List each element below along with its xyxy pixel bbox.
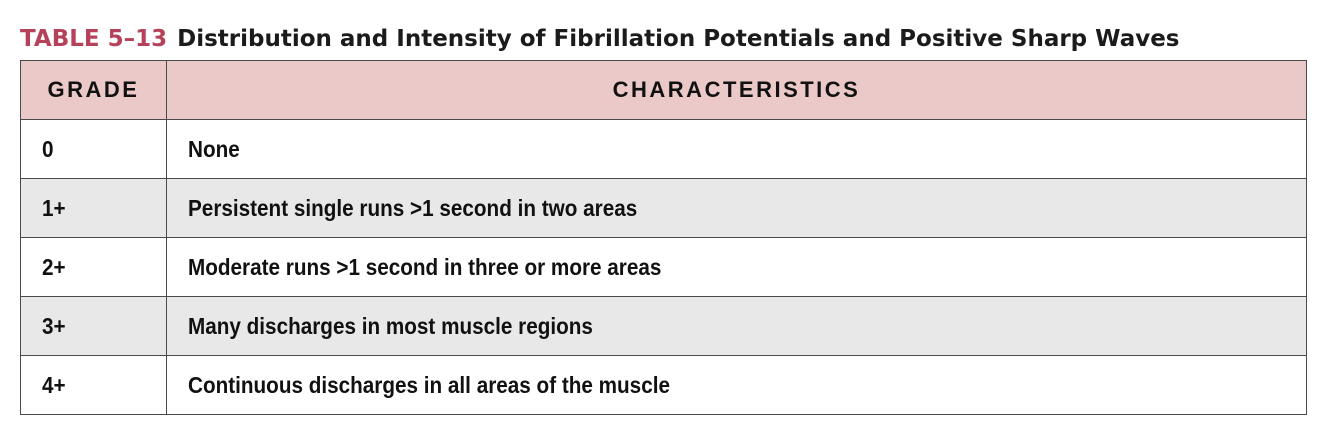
characteristics-cell: None [166,119,1307,179]
characteristics-value: Moderate runs >1 second in three or more… [188,253,662,280]
table-caption: TABLE 5–13 Distribution and Intensity of … [20,22,1180,56]
grade-value: 2+ [42,253,66,280]
grade-value: 3+ [42,312,66,339]
grade-cell: 3+ [20,296,167,356]
column-header-grade: GRADE [20,60,167,120]
table-row: 4+ Continuous discharges in all areas of… [20,355,1307,415]
grade-value: 1+ [42,194,66,221]
grade-cell: 2+ [20,237,167,297]
table-number: TABLE 5–13 [20,26,168,52]
header-row: GRADE CHARACTERISTICS [20,60,1307,120]
characteristics-value: Continuous discharges in all areas of th… [188,371,670,398]
characteristics-cell: Persistent single runs >1 second in two … [166,178,1307,238]
characteristics-value: Many discharges in most muscle regions [188,312,593,339]
table-row: 2+ Moderate runs >1 second in three or m… [20,237,1307,297]
characteristics-value: None [188,135,240,162]
table-row: 3+ Many discharges in most muscle region… [20,296,1307,356]
grade-value: 4+ [42,371,66,398]
characteristics-cell: Many discharges in most muscle regions [166,296,1307,356]
table-row: 0 None [20,119,1307,179]
grade-cell: 4+ [20,355,167,415]
column-header-characteristics: CHARACTERISTICS [166,60,1307,120]
table-title: Distribution and Intensity of Fibrillati… [177,26,1180,52]
grade-value: 0 [42,135,54,162]
grade-cell: 0 [20,119,167,179]
grade-table: GRADE CHARACTERISTICS 0 None 1+ Persiste… [20,60,1307,415]
grade-cell: 1+ [20,178,167,238]
characteristics-cell: Continuous discharges in all areas of th… [166,355,1307,415]
table-row: 1+ Persistent single runs >1 second in t… [20,178,1307,238]
characteristics-cell: Moderate runs >1 second in three or more… [166,237,1307,297]
characteristics-value: Persistent single runs >1 second in two … [188,194,638,221]
